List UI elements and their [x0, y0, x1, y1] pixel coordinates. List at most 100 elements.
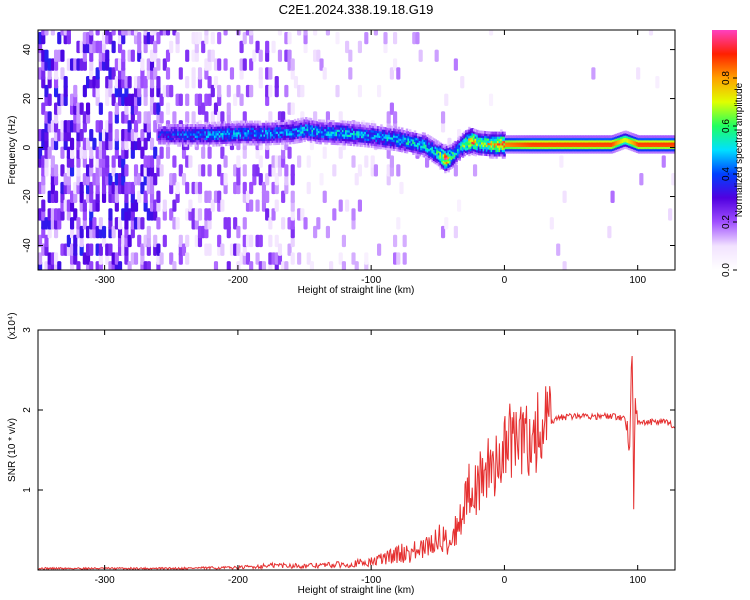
- spectrogram-ridge-cell: [314, 125, 318, 129]
- spectrogram-ridge-cell: [213, 134, 217, 138]
- spectrogram-ridge-cell: [663, 137, 666, 141]
- spectrogram-ridge-cell: [626, 144, 629, 148]
- spectrogram-ridge-cell: [548, 144, 551, 147]
- spectrogram-ridge-cell: [300, 124, 303, 128]
- spectrogram-ridge-cell: [261, 129, 265, 133]
- spectrogram-ridge-cell: [453, 160, 457, 164]
- spectrogram-ridge-cell: [255, 125, 258, 128]
- spectrogram-ridge-cell: [426, 138, 430, 142]
- spectrogram-ridge-cell: [305, 134, 308, 138]
- spectrogram-ridge-cell: [660, 144, 663, 147]
- spectrogram-ridge-cell: [632, 146, 636, 150]
- spectrogram-cell: [153, 40, 158, 54]
- spectrogram-cell: [290, 102, 295, 115]
- spectrogram-ridge-cell: [263, 131, 266, 135]
- spectrogram-cell: [373, 30, 378, 36]
- spectrogram-ridge-cell: [367, 138, 370, 142]
- spectrogram-ridge-cell: [319, 137, 322, 140]
- spectrogram-ridge-cell: [417, 137, 420, 141]
- spectrogram-ridge-cell: [169, 139, 172, 143]
- spectrogram-ridge-cell: [354, 136, 358, 140]
- spectrogram-ridge-cell: [365, 144, 369, 148]
- spectrogram-ridge-cell: [604, 135, 607, 139]
- spectrogram-ridge-cell: [268, 129, 271, 133]
- spectrogram-ridge-cell: [333, 142, 337, 146]
- spectrogram-ridge-cell: [373, 136, 377, 140]
- spectrogram-cell: [47, 252, 52, 265]
- spectrogram-cell: [41, 243, 46, 256]
- snr-y-scale-note: (x10⁴): [7, 312, 18, 339]
- spectrogram-ridge-cell: [337, 137, 340, 141]
- spectrogram-ridge-cell: [484, 139, 487, 143]
- spectrogram-ridge-cell: [186, 130, 190, 134]
- spectrogram-ridge-cell: [445, 150, 449, 154]
- spectrogram-ridge-cell: [613, 147, 617, 151]
- spectrogram-ridge-cell: [666, 141, 669, 145]
- spectrogram-ridge-cell: [343, 142, 346, 146]
- spectrogram-cell: [217, 190, 222, 203]
- spectrogram-ridge-cell: [207, 141, 210, 145]
- spectrogram-ridge-cell: [325, 130, 329, 134]
- spectrogram-ridge-cell: [407, 144, 410, 148]
- spectrogram-ridge-cell: [178, 143, 182, 147]
- spectrogram-ridge-cell: [361, 126, 364, 130]
- spectrogram-cell: [156, 102, 161, 115]
- spectrogram-ridge-cell: [493, 151, 497, 155]
- spectrogram-ridge-cell: [652, 144, 655, 147]
- spectrogram-ridge-cell: [434, 143, 438, 147]
- spectrogram-ridge-cell: [452, 151, 455, 155]
- spectrogram-ridge-cell: [575, 139, 578, 143]
- spectrogram-ridge-cell: [265, 138, 268, 142]
- spectrogram-ridge-cell: [488, 151, 492, 155]
- spectrogram-ridge-cell: [613, 138, 617, 142]
- spectrogram-ridge-cell: [225, 125, 228, 129]
- spectrogram-cell: [255, 40, 260, 54]
- spectrogram-ridge-cell: [314, 134, 318, 138]
- spectrogram-ridge-cell: [490, 140, 493, 144]
- spectrogram-ridge-cell: [364, 133, 367, 137]
- spectrogram-ridge-cell: [167, 137, 170, 141]
- spectrogram-ridge-cell: [306, 134, 310, 138]
- spectrogram-ridge-cell: [564, 150, 567, 154]
- spectrogram-ridge-cell: [404, 141, 407, 145]
- spectrogram-cell: [165, 84, 171, 98]
- spectrogram-ridge-cell: [637, 137, 641, 141]
- spectrogram-ridge-cell: [337, 131, 340, 135]
- spectrogram-ridge-cell: [394, 137, 398, 141]
- spectrogram-ridge-cell: [394, 143, 398, 147]
- spectrogram-ridge-cell: [349, 143, 353, 147]
- spectrogram-ridge-cell: [369, 136, 372, 139]
- spectrogram-ridge-cell: [375, 132, 378, 136]
- spectrogram-ridge-cell: [359, 139, 362, 143]
- spectrogram-ridge-cell: [591, 150, 594, 154]
- spectrogram-cell: [255, 199, 260, 212]
- spectrogram-ridge-cell: [621, 131, 625, 135]
- spectrogram-cell: [207, 208, 212, 221]
- spectrogram-ridge-cell: [333, 135, 337, 139]
- spectrogram-ridge-cell: [511, 137, 514, 141]
- spectrogram-ridge-cell: [591, 146, 594, 150]
- spectrogram-ridge-cell: [194, 135, 198, 138]
- spectrogram-ridge-cell: [583, 141, 586, 145]
- spectrogram-cell: [178, 67, 183, 80]
- spectrogram-ridge-cell: [538, 150, 541, 154]
- spectrogram-cell: [191, 208, 196, 221]
- spectrogram-ridge-cell: [309, 124, 313, 128]
- spectrogram-ridge-cell: [508, 150, 511, 154]
- spectrogram-cell: [322, 146, 327, 159]
- spectrogram-ridge-cell: [567, 139, 570, 143]
- spectrogram-ridge-cell: [173, 128, 177, 132]
- spectrogram-ridge-cell: [581, 144, 585, 147]
- spectrogram-ridge-cell: [464, 130, 468, 134]
- spectrogram-ridge-cell: [482, 135, 485, 139]
- spectrogram-ridge-cell: [432, 151, 436, 155]
- spectrogram-ridge-cell: [274, 128, 278, 132]
- spectrogram-ridge-cell: [260, 125, 263, 128]
- spectrogram-cell: [47, 208, 52, 221]
- spectrogram-ridge-cell: [544, 144, 548, 147]
- spectrogram-ridge-cell: [477, 134, 481, 138]
- spectrogram-ridge-cell: [401, 149, 404, 153]
- spectrogram-cell: [143, 190, 148, 203]
- spectrogram-ridge-cell: [557, 150, 561, 154]
- spectrogram-ridge-cell: [186, 124, 190, 127]
